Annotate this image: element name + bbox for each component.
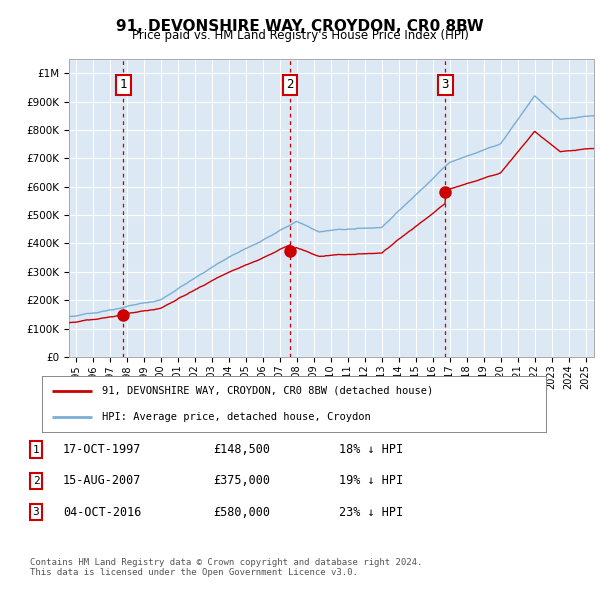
Text: 17-OCT-1997: 17-OCT-1997 (63, 443, 142, 456)
Text: 3: 3 (32, 507, 40, 517)
Text: 91, DEVONSHIRE WAY, CROYDON, CR0 8BW: 91, DEVONSHIRE WAY, CROYDON, CR0 8BW (116, 19, 484, 34)
Text: 23% ↓ HPI: 23% ↓ HPI (339, 506, 403, 519)
Text: Contains HM Land Registry data © Crown copyright and database right 2024.
This d: Contains HM Land Registry data © Crown c… (30, 558, 422, 577)
Text: £375,000: £375,000 (213, 474, 270, 487)
Text: £148,500: £148,500 (213, 443, 270, 456)
Text: HPI: Average price, detached house, Croydon: HPI: Average price, detached house, Croy… (103, 412, 371, 422)
Text: £580,000: £580,000 (213, 506, 270, 519)
Text: 1: 1 (119, 78, 127, 91)
Text: 15-AUG-2007: 15-AUG-2007 (63, 474, 142, 487)
Text: 3: 3 (442, 78, 449, 91)
Text: Price paid vs. HM Land Registry's House Price Index (HPI): Price paid vs. HM Land Registry's House … (131, 30, 469, 42)
Text: 18% ↓ HPI: 18% ↓ HPI (339, 443, 403, 456)
Text: 2: 2 (286, 78, 294, 91)
Text: 91, DEVONSHIRE WAY, CROYDON, CR0 8BW (detached house): 91, DEVONSHIRE WAY, CROYDON, CR0 8BW (de… (103, 386, 434, 396)
Text: 1: 1 (32, 445, 40, 454)
Text: 2: 2 (32, 476, 40, 486)
Text: 04-OCT-2016: 04-OCT-2016 (63, 506, 142, 519)
Text: 19% ↓ HPI: 19% ↓ HPI (339, 474, 403, 487)
